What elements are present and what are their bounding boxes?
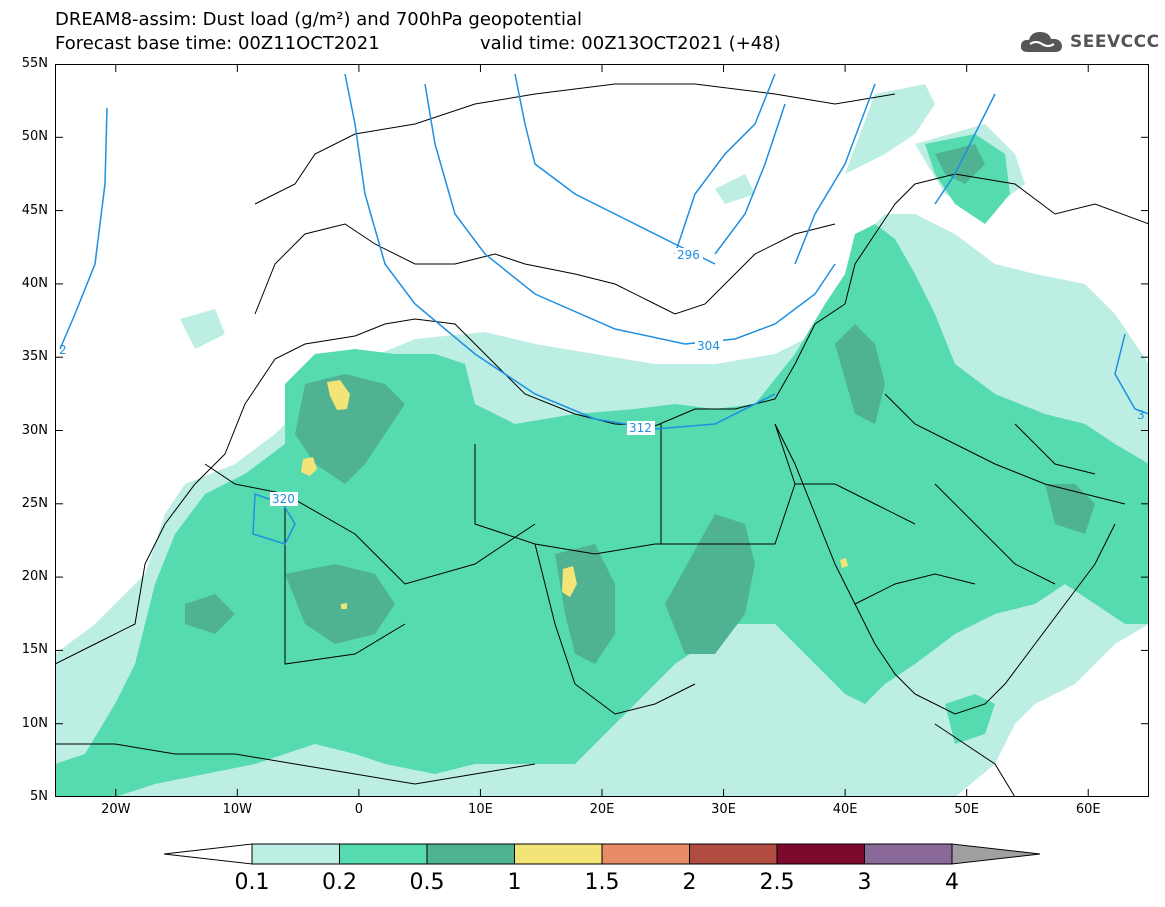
legend-swatch-7 <box>776 843 865 865</box>
lat-label-55n: 55N <box>21 56 48 71</box>
legend-swatch-below <box>163 843 253 865</box>
lat-label-30n: 30N <box>21 422 48 438</box>
contour-label-320: 320 <box>272 492 295 506</box>
lat-label-40n: 40N <box>21 275 48 291</box>
legend-swatch-1 <box>251 843 340 865</box>
legend-label: 2.5 <box>759 870 795 895</box>
lon-label-20w: 20W <box>101 802 131 817</box>
map-ticks <box>55 64 1149 797</box>
logo-text: SEEVCCC <box>1070 32 1160 52</box>
lat-label-50n: 50N <box>21 129 48 145</box>
legend-label: 3 <box>857 870 872 895</box>
seevccc-logo: SEEVCCC <box>1018 28 1160 56</box>
legend-label: 0.2 <box>322 870 357 895</box>
valid-time: valid time: 00Z13OCT2021 (+48) <box>480 33 781 54</box>
legend-swatch-above <box>951 843 1040 865</box>
dust-level-0-5 <box>185 144 1095 664</box>
lon-label-0: 0 <box>354 802 364 817</box>
lat-label-25n: 25N <box>21 495 48 511</box>
contour-label-312: 312 <box>629 421 652 435</box>
contour-label-2: 2 <box>59 343 67 357</box>
legend-swatch-6 <box>689 843 778 865</box>
cloud-icon <box>1020 32 1062 52</box>
coastlines-borders <box>55 83 1149 797</box>
contour-label-304: 304 <box>697 339 720 353</box>
legend-label: 1.5 <box>584 870 620 895</box>
lon-label-10e: 10E <box>468 802 493 817</box>
legend-swatch-4 <box>514 843 603 865</box>
contour-label-3: 3 <box>1137 408 1145 422</box>
legend-label: 0.1 <box>234 870 270 895</box>
lon-label-50e: 50E <box>954 802 980 817</box>
lon-label-20e: 20E <box>589 802 615 817</box>
contour-labels: 296 304 312 320 2 3 <box>59 248 1145 506</box>
lat-label-35n: 35N <box>21 349 48 365</box>
lat-label-10n: 10N <box>21 715 48 731</box>
lon-label-10w: 10W <box>222 802 253 817</box>
lon-label-60e: 60E <box>1075 802 1101 817</box>
legend-swatch-2 <box>339 843 428 865</box>
dust-load-map: 296 304 312 320 2 3 <box>55 64 1149 797</box>
color-legend <box>163 843 1040 865</box>
lat-label-20n: 20N <box>21 569 48 585</box>
forecast-base-time: Forecast base time: 00Z11OCT2021 <box>55 33 380 54</box>
legend-label: 1 <box>507 870 522 895</box>
dust-level-1 <box>301 380 848 609</box>
lat-label-15n: 15N <box>21 642 48 658</box>
legend-label: 2 <box>682 870 697 895</box>
legend-label: 0.5 <box>409 870 445 895</box>
map-title: DREAM8-assim: Dust load (g/m²) and 700hP… <box>55 9 582 30</box>
legend-label: 4 <box>945 870 959 895</box>
lon-label-40e: 40E <box>832 802 858 817</box>
contour-label-296: 296 <box>677 248 700 262</box>
legend-swatch-5 <box>601 843 690 865</box>
lat-label-5n: 5N <box>30 789 48 804</box>
lat-label-45n: 45N <box>21 202 48 218</box>
legend-swatch-8 <box>864 843 953 865</box>
lon-label-30e: 30E <box>711 802 736 817</box>
legend-swatch-3 <box>426 843 515 865</box>
